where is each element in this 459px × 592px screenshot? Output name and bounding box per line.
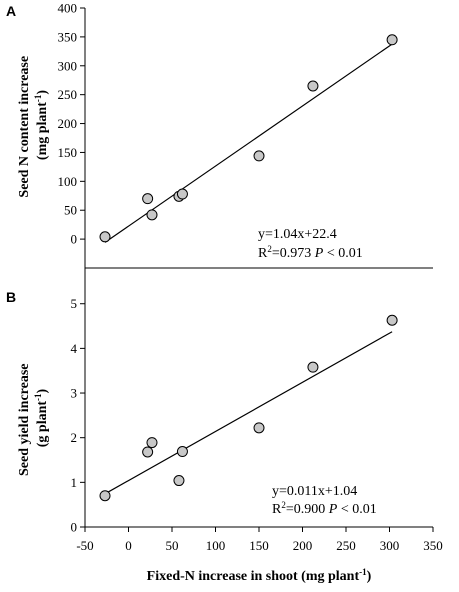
panel-b-data-point bbox=[142, 446, 154, 458]
panel-b-ytick-label: 5 bbox=[71, 296, 78, 311]
panel-a-ytick-label: 400 bbox=[58, 1, 78, 16]
panel-b-ytick-label: 3 bbox=[71, 386, 78, 401]
panel-a-data-point bbox=[253, 150, 265, 162]
panel-b-points bbox=[99, 314, 398, 502]
panel-a-fit-line bbox=[104, 43, 393, 243]
panel-a-data-point bbox=[142, 193, 154, 205]
panel-b-r2: R2=0.900 P < 0.01 bbox=[272, 500, 377, 517]
panel-a-data-point bbox=[386, 34, 398, 46]
panel-b-equation: y=0.011x+1.04 bbox=[272, 484, 357, 499]
panel-b-ytick-label: 1 bbox=[71, 475, 78, 490]
panel-a-r2: R2=0.973 P < 0.01 bbox=[258, 244, 363, 261]
panel-b: B Seed yield increase (g plant-1) 0 1 2 3 4 5… bbox=[6, 268, 443, 553]
panel-b-data-point bbox=[386, 314, 398, 326]
panel-a-letter: A bbox=[6, 3, 16, 19]
panel-b-xtick-label: 150 bbox=[249, 538, 269, 553]
panel-a-data-point bbox=[99, 231, 111, 243]
panel-b-data-point bbox=[146, 437, 158, 449]
panel-b-xtick-label: 100 bbox=[206, 538, 226, 553]
panel-b-xtick-label: 250 bbox=[336, 538, 356, 553]
panel-b-data-point bbox=[253, 422, 265, 434]
panel-a-ylabel-line2: (mg plant-1) bbox=[33, 90, 50, 160]
panel-b-fit-line bbox=[104, 331, 393, 495]
panel-b-ytick-label: 2 bbox=[71, 430, 78, 445]
panel-b-data-point bbox=[173, 475, 185, 487]
panel-a-yticks: 0 50 100 150 200 250 300 350 400 bbox=[58, 1, 85, 247]
panel-b-xticks: -50 0 50 100 150 200 250 300 350 bbox=[76, 527, 443, 553]
panel-a-ytick-label: 250 bbox=[58, 87, 78, 102]
panel-b-letter: B bbox=[6, 289, 16, 305]
panel-b-xtick-label: 200 bbox=[293, 538, 313, 553]
panel-b-xtick-label: -50 bbox=[76, 538, 93, 553]
panel-a-ytick-label: 300 bbox=[58, 58, 78, 73]
panel-a-equation: y=1.04x+22.4 bbox=[258, 227, 337, 242]
panel-a-ytick-label: 350 bbox=[58, 29, 78, 44]
panel-b-ylabel-line2: (g plant-1) bbox=[33, 388, 50, 447]
panel-a-ytick-label: 100 bbox=[58, 174, 78, 189]
panel-a-ytick-label: 200 bbox=[58, 116, 78, 131]
panel-a: A Seed N content increase (mg plant-1) 0… bbox=[6, 1, 398, 268]
panel-a-data-point bbox=[176, 188, 188, 200]
panel-b-xtick-label: 350 bbox=[423, 538, 443, 553]
panel-b-ytick-label: 4 bbox=[71, 341, 78, 356]
panel-b-xtick-label: 0 bbox=[125, 538, 132, 553]
panel-a-data-point bbox=[307, 80, 319, 92]
panel-a-ytick-label: 50 bbox=[64, 203, 77, 218]
x-axis-label: Fixed-N increase in shoot (mg plant-1) bbox=[147, 567, 372, 584]
panel-a-ylabel-line1: Seed N content increase bbox=[17, 56, 32, 198]
panel-a-ytick-label: 0 bbox=[71, 232, 78, 247]
panel-b-data-point bbox=[176, 446, 188, 458]
panel-b-xtick-label: 50 bbox=[166, 538, 179, 553]
panel-a-ytick-label: 150 bbox=[58, 145, 78, 160]
panel-a-data-point bbox=[146, 209, 158, 221]
panel-a-points bbox=[99, 34, 398, 243]
panel-b-ylabel: Seed yield increase (g plant-1) bbox=[17, 360, 50, 476]
panel-b-data-point bbox=[99, 490, 111, 502]
panel-a-ylabel: Seed N content increase (mg plant-1) bbox=[17, 52, 50, 197]
panel-b-ylabel-line1: Seed yield increase bbox=[17, 363, 32, 476]
panel-b-xtick-label: 300 bbox=[380, 538, 400, 553]
panel-b-data-point bbox=[307, 361, 319, 373]
panel-b-yticks: 0 1 2 3 4 5 bbox=[71, 296, 85, 535]
panel-b-ytick-label: 0 bbox=[71, 520, 78, 535]
